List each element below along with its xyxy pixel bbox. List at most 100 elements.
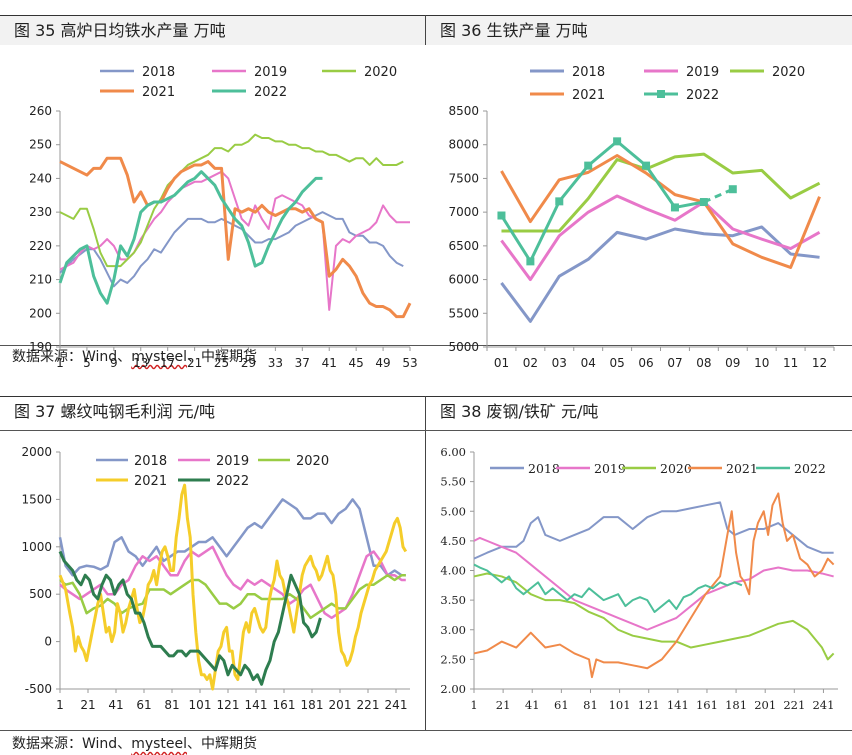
fig38-x-tick-label: 121 xyxy=(638,698,660,712)
fig35-x-tick-label: 53 xyxy=(402,356,417,370)
fig37-x-tick-label: 161 xyxy=(273,698,296,712)
fig35-y-tick-label: 220 xyxy=(29,239,52,253)
fig37-legend-label-2018: 2018 xyxy=(134,454,167,469)
fig36-x-tick-label: 10 xyxy=(754,356,769,370)
fig38-x-tick-label: 21 xyxy=(496,698,511,712)
fig37-series-2022-line xyxy=(58,550,322,686)
fig37-x-tick-label: 101 xyxy=(189,698,212,712)
fig37-x-tick-label: 41 xyxy=(108,698,123,712)
fig36-series-2019-line xyxy=(500,194,821,282)
fig36-y-tick-label: 8500 xyxy=(448,104,479,118)
fig36-series-2018-line xyxy=(500,225,820,323)
fig36-series-2022-point xyxy=(642,161,651,170)
fig36-series-2022-point xyxy=(584,161,593,170)
bottom-divider xyxy=(425,396,426,730)
fig36-x-tick-label: 04 xyxy=(581,356,596,370)
fig38-x-tick-label: 241 xyxy=(812,698,834,712)
fig35-series-2022-line xyxy=(58,170,323,305)
fig36-x-tick-label: 02 xyxy=(523,356,538,370)
fig36-series-2022-point xyxy=(497,211,506,220)
fig36-y-tick-label: 5000 xyxy=(448,340,479,354)
fig38-legend-label-2020: 2020 xyxy=(660,461,692,476)
fig36-legend-label-2021: 2021 xyxy=(572,88,605,103)
fig38-y-tick-label: 5.00 xyxy=(440,504,466,518)
fig38-x-tick-label: 61 xyxy=(554,698,569,712)
fig38-series-2020-line xyxy=(473,572,835,661)
fig36-series-2022-point xyxy=(613,137,622,146)
fig35-x-tick-label: 37 xyxy=(295,356,310,370)
fig38-x-tick-label: 181 xyxy=(725,698,747,712)
fig35-x-tick-label: 29 xyxy=(241,356,256,370)
fig36-x-tick-label: 06 xyxy=(638,356,653,370)
fig38-x-tick-label: 101 xyxy=(609,698,631,712)
fig36-series-2022-point xyxy=(670,203,679,212)
fig36-x-tick-label: 12 xyxy=(812,356,827,370)
fig37-series-2018-line xyxy=(58,498,406,577)
fig35-legend-label-2018: 2018 xyxy=(142,65,175,80)
fig35-y-tick-label: 250 xyxy=(29,138,52,152)
fig38-y-tick-label: 2.50 xyxy=(440,652,466,666)
fig38-x-tick-label: 201 xyxy=(754,698,776,712)
rule-top-bottom xyxy=(0,345,852,346)
fig36-title: 图 36 生铁产量 万吨 xyxy=(426,15,852,45)
fig37-x-tick-label: 221 xyxy=(357,698,380,712)
fig36-x-tick-label: 05 xyxy=(609,356,624,370)
fig36-x-tick-label: 01 xyxy=(494,356,509,370)
source-note-bottom: 数据来源：Wind、mysteel、中辉期货 xyxy=(12,736,258,752)
fig37-x-tick-label: 81 xyxy=(164,698,179,712)
fig35-x-tick-label: 49 xyxy=(375,356,390,370)
fig37-y-tick-label: 2000 xyxy=(21,445,52,459)
fig36-y-tick-label: 6500 xyxy=(448,239,479,253)
fig36-y-tick-label: 6000 xyxy=(448,273,479,287)
fig35-legend-label-2020: 2020 xyxy=(364,65,397,80)
fig35-y-tick-label: 230 xyxy=(29,205,52,219)
fig36-y-tick-label: 8000 xyxy=(448,138,479,152)
fig37-x-tick-label: 181 xyxy=(301,698,324,712)
fig38-legend-label-2021: 2021 xyxy=(726,461,758,476)
fig35-x-tick-label: 9 xyxy=(110,356,118,370)
fig35-x-tick-label: 17 xyxy=(160,356,175,370)
fig36-x-tick-label: 07 xyxy=(667,356,682,370)
fig37-x-tick-label: 121 xyxy=(217,698,240,712)
fig37-y-tick-label: 1500 xyxy=(21,492,52,506)
fig35-x-tick-label: 45 xyxy=(349,356,364,370)
fig38-series-2022-line xyxy=(473,563,743,613)
fig37-y-tick-label: 0 xyxy=(44,635,52,649)
fig35-y-tick-label: 240 xyxy=(29,171,52,185)
fig35-y-tick-label: 200 xyxy=(29,306,52,320)
fig35-x-tick-label: 25 xyxy=(214,356,229,370)
fig35-x-tick-label: 5 xyxy=(83,356,91,370)
fig36-series-2022-line-dashed xyxy=(703,187,734,204)
fig38-x-tick-label: 161 xyxy=(696,698,718,712)
top-divider xyxy=(425,15,426,45)
fig35-y-tick-label: 260 xyxy=(29,104,52,118)
fig38-y-tick-label: 4.00 xyxy=(440,564,466,578)
fig37-x-tick-label: 1 xyxy=(56,698,64,712)
fig38-y-tick-label: 6.00 xyxy=(440,445,466,459)
fig35-x-tick-label: 21 xyxy=(187,356,202,370)
fig36-legend-label-2018: 2018 xyxy=(572,65,605,80)
fig38-x-tick-label: 221 xyxy=(783,698,805,712)
rule-mid-2 xyxy=(0,430,852,431)
fig36-series-2022-line xyxy=(500,139,705,263)
fig38-chart: 2.002.503.003.504.004.505.005.506.001 21 4… xyxy=(440,445,838,712)
fig35-chart: 190 200 210 220 230 240 250 260 1 5 9 13 17 21 25 29 33 3… xyxy=(29,65,418,370)
fig38-x-tick-label: 1 xyxy=(470,698,477,712)
fig38-x-tick-label: 41 xyxy=(525,698,540,712)
fig35-series-2020-line xyxy=(59,133,404,268)
fig37-x-tick-label: 241 xyxy=(385,698,408,712)
fig38-y-tick-label: 3.50 xyxy=(440,593,466,607)
fig36-y-tick-label: 7000 xyxy=(448,205,479,219)
fig35-y-tick-label: 190 xyxy=(29,340,52,354)
fig37-y-tick-label: 1000 xyxy=(21,540,52,554)
fig37-title: 图 37 螺纹吨钢毛利润 元/吨 xyxy=(0,396,426,426)
fig37-legend-label-2021: 2021 xyxy=(134,474,167,489)
fig37-y-tick-label: -500 xyxy=(25,682,52,696)
fig38-series-2019-line xyxy=(473,536,834,631)
fig38-series-2018-line xyxy=(473,501,834,560)
fig35-legend-label-2021: 2021 xyxy=(142,85,175,100)
fig36-series-2022-point xyxy=(728,185,737,194)
fig38-legend-label-2019: 2019 xyxy=(594,461,626,476)
fig38-y-tick-label: 5.50 xyxy=(440,475,466,489)
